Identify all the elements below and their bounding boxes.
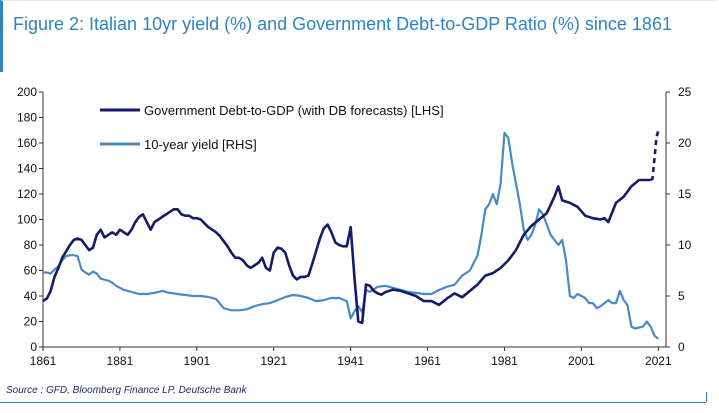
- x-tick-label: 1861: [30, 354, 57, 368]
- title-box: Figure 2: Italian 10yr yield (%) and Gov…: [0, 0, 715, 72]
- left-tick-label: 100: [17, 213, 37, 227]
- left-tick-label: 20: [24, 315, 38, 329]
- left-tick-label: 60: [24, 264, 38, 278]
- figure-title: Figure 2: Italian 10yr yield (%) and Gov…: [13, 14, 672, 34]
- left-tick-label: 200: [17, 85, 37, 99]
- x-tick-label: 2021: [645, 354, 672, 368]
- right-tick-label: 20: [678, 136, 692, 150]
- bottom-rule-tail: [706, 392, 707, 402]
- series-line-debt-to-gdp: [42, 178, 651, 325]
- right-tick-label: 15: [678, 187, 692, 201]
- x-tick-label: 1961: [414, 354, 441, 368]
- left-y-axis: 0 20 40 60 80 100 120 140 160 180 200: [17, 85, 44, 354]
- x-tick-label: 1901: [183, 354, 210, 368]
- left-tick-label: 140: [17, 162, 37, 176]
- series-line-10yr-yield: [43, 131, 659, 340]
- legend: Government Debt-to-GDP (with DB forecast…: [100, 103, 444, 152]
- x-tick-label: 1981: [491, 354, 518, 368]
- source-note: Source : GFD, Bloomberg Finance LP, Deut…: [6, 385, 247, 396]
- left-tick-label: 120: [17, 187, 37, 201]
- x-tick-label: 1921: [260, 354, 287, 368]
- right-tick-label: 0: [678, 340, 685, 354]
- legend-label-yield: 10-year yield [RHS]: [144, 137, 257, 152]
- right-tick-label: 25: [678, 85, 692, 99]
- x-tick-label: 1941: [337, 354, 364, 368]
- left-tick-label: 180: [17, 111, 37, 125]
- left-tick-label: 40: [24, 289, 38, 303]
- right-tick-label: 10: [678, 238, 692, 252]
- x-tick-label: 2001: [568, 354, 595, 368]
- line-chart: 0 20 40 60 80 100 120 140 160 180 200 0 5 10 15 20 25 1…: [17, 85, 692, 368]
- x-tick-label: 1881: [107, 354, 134, 368]
- x-axis: 1861 1881 1901 1921 1941 1961 1981 2001 2021: [30, 346, 672, 368]
- series-line-debt-forecast: [649, 129, 660, 182]
- legend-label-debt: Government Debt-to-GDP (with DB forecast…: [144, 103, 444, 118]
- left-tick-label: 0: [30, 340, 37, 354]
- right-y-axis: 0 5 10 15 20 25: [665, 85, 692, 354]
- chart-container: 0 20 40 60 80 100 120 140 160 180 200 0 5 10 15 20 25 1…: [0, 78, 719, 378]
- left-tick-label: 80: [24, 238, 38, 252]
- right-tick-label: 5: [678, 289, 685, 303]
- series-layer: [42, 129, 660, 340]
- bottom-rule: [0, 402, 706, 403]
- left-tick-label: 160: [17, 136, 37, 150]
